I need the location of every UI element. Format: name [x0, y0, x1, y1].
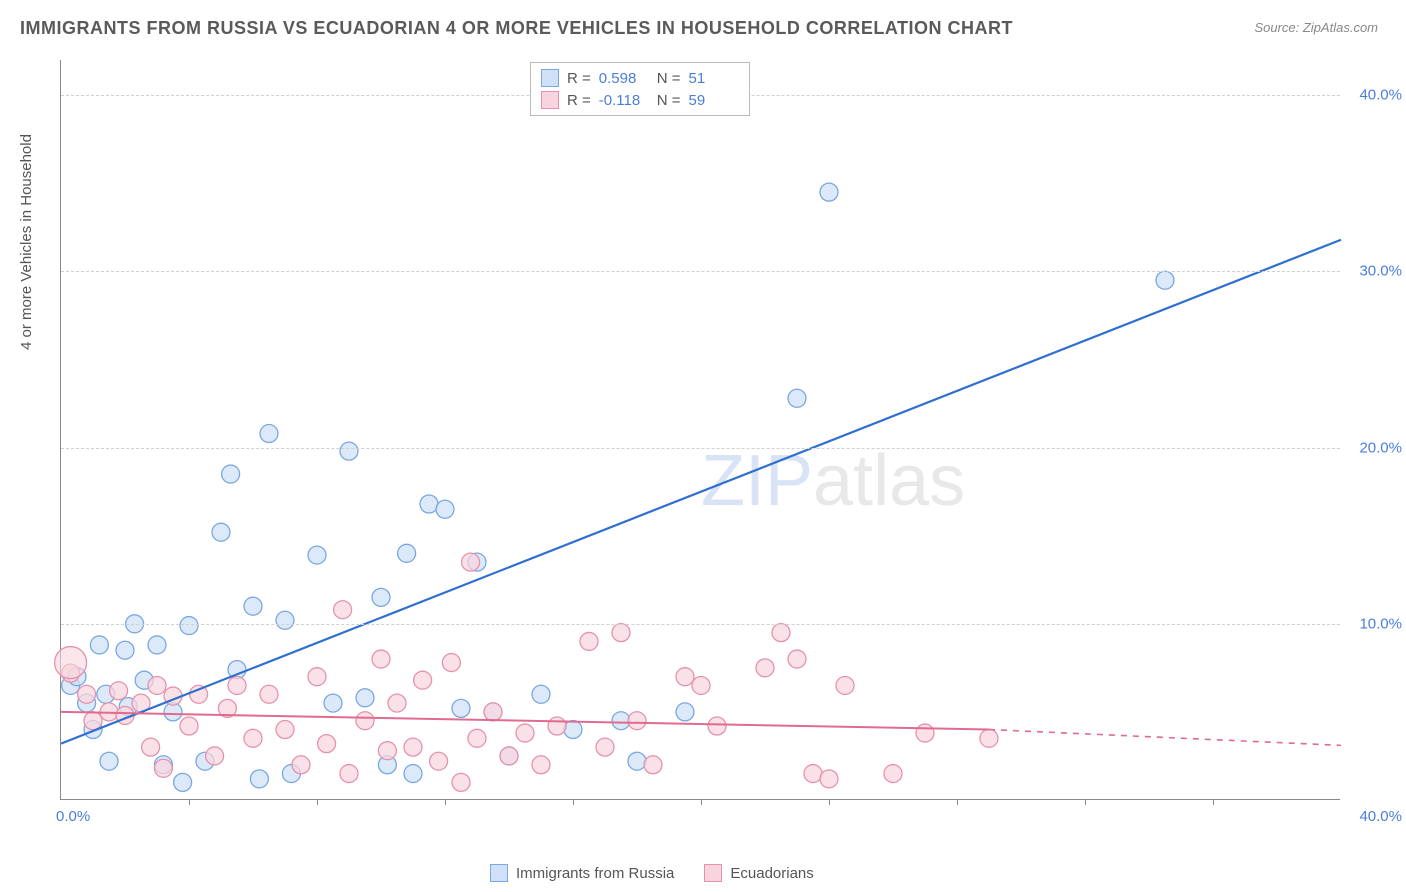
legend: Immigrants from Russia Ecuadorians — [490, 864, 814, 882]
n-label: N = — [657, 70, 681, 87]
legend-item-1: Ecuadorians — [704, 864, 813, 882]
n-label: N = — [657, 92, 681, 109]
correlation-stats-box: R = 0.598 N = 51 R = -0.118 N = 59 — [530, 62, 750, 116]
stats-row-series-1: R = -0.118 N = 59 — [541, 89, 739, 111]
legend-label-0: Immigrants from Russia — [516, 865, 674, 882]
legend-item-0: Immigrants from Russia — [490, 864, 674, 882]
x-tick-min: 0.0% — [56, 808, 90, 825]
y-tick: 30.0% — [1359, 263, 1402, 280]
r-label: R = — [567, 70, 591, 87]
y-tick: 40.0% — [1359, 87, 1402, 104]
chart-title: IMMIGRANTS FROM RUSSIA VS ECUADORIAN 4 O… — [20, 18, 1013, 39]
legend-label-1: Ecuadorians — [730, 865, 813, 882]
r-value-0: 0.598 — [599, 70, 649, 87]
legend-swatch-0 — [490, 864, 508, 882]
y-tick: 10.0% — [1359, 615, 1402, 632]
chart-plot-area: ZIPatlas 0.0% 40.0% 10.0%20.0%30.0%40.0% — [60, 60, 1340, 800]
scatter-svg — [61, 60, 1340, 799]
source-attribution: Source: ZipAtlas.com — [1254, 20, 1378, 35]
n-value-1: 59 — [689, 92, 739, 109]
legend-swatch-1 — [704, 864, 722, 882]
r-label: R = — [567, 92, 591, 109]
y-axis-label: 4 or more Vehicles in Household — [18, 134, 35, 350]
y-tick: 20.0% — [1359, 439, 1402, 456]
x-tick-max: 40.0% — [1359, 808, 1402, 825]
r-value-1: -0.118 — [599, 92, 649, 109]
swatch-series-1 — [541, 91, 559, 109]
stats-row-series-0: R = 0.598 N = 51 — [541, 67, 739, 89]
swatch-series-0 — [541, 69, 559, 87]
n-value-0: 51 — [689, 70, 739, 87]
